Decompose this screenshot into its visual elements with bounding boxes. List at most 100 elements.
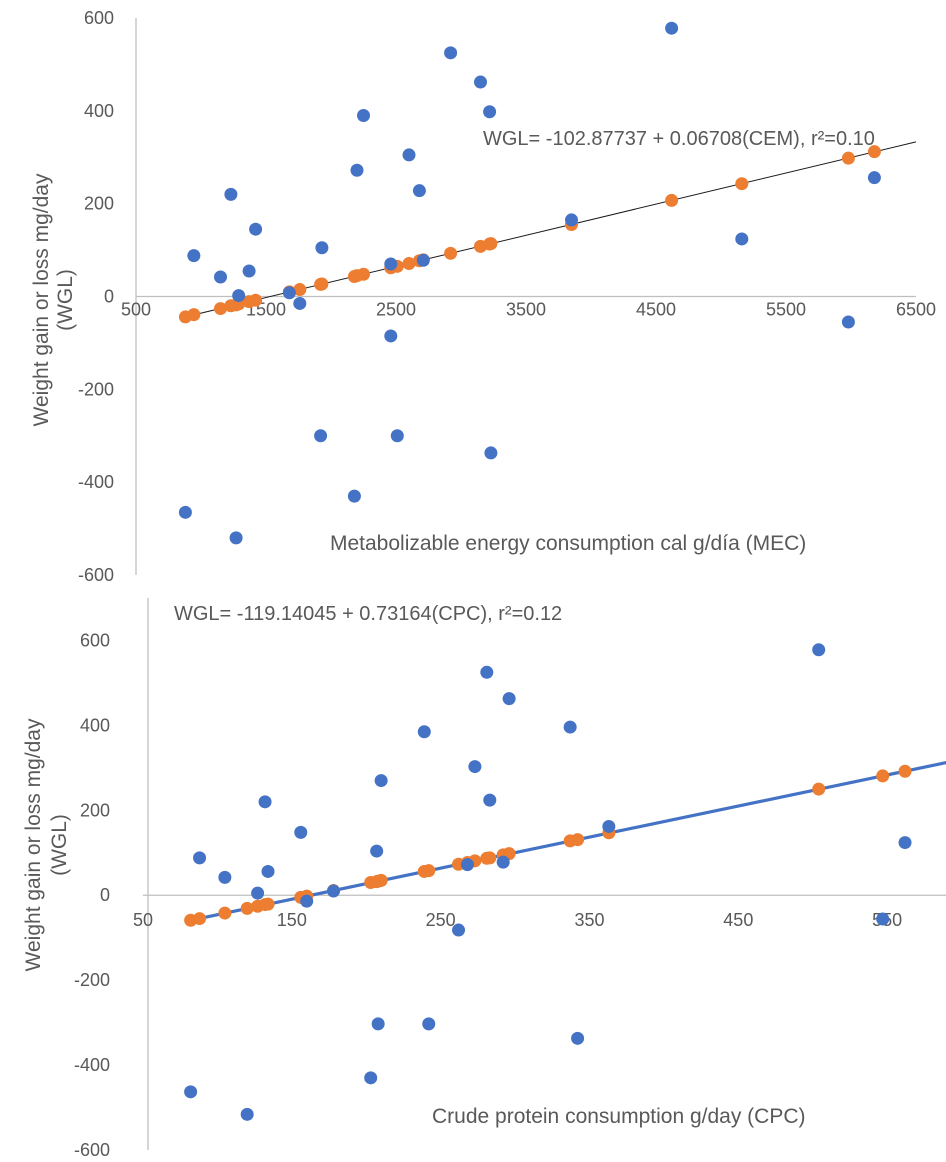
observed-point [240, 1107, 254, 1121]
observed-point [484, 446, 498, 460]
predicted-point [249, 293, 263, 307]
observed-point [735, 232, 749, 246]
observed-point [502, 692, 516, 706]
observed-point [300, 894, 314, 908]
observed-point [812, 643, 826, 657]
observed-point [347, 489, 361, 503]
trendline [185, 141, 917, 318]
observed-point [327, 884, 341, 898]
observed-point [483, 105, 497, 119]
x-tick-label: 2500 [376, 300, 416, 320]
y-tick-label: -400 [74, 1055, 110, 1075]
x-tick-label: 450 [723, 910, 753, 930]
predicted-point [571, 833, 585, 847]
predicted-point [402, 257, 416, 271]
y-tick-label: 200 [84, 194, 114, 214]
observed-point [468, 760, 482, 774]
y-tick-label: -400 [78, 472, 114, 492]
predicted-point [735, 177, 749, 191]
y-tick-label: -200 [74, 970, 110, 990]
observed-point [224, 187, 238, 201]
x-tick-label: 150 [277, 910, 307, 930]
y-tick-label: 200 [80, 800, 110, 820]
x-tick-label: 350 [574, 910, 604, 930]
observed-point [258, 795, 272, 809]
predicted-point [841, 151, 855, 165]
observed-point [384, 257, 398, 271]
observed-point [193, 851, 207, 865]
observed-point [282, 286, 296, 300]
regression-equation: WGL= -119.14045 + 0.73164(CPC), r²=0.12 [174, 603, 562, 625]
observed-point [374, 774, 388, 788]
observed-point [565, 213, 578, 227]
predicted-point [357, 267, 370, 281]
observed-point [229, 531, 243, 545]
y-tick-label: 600 [80, 630, 110, 650]
x-tick-label: 50 [133, 910, 153, 930]
predicted-point [876, 769, 890, 783]
observed-point [371, 1017, 385, 1031]
predicted-point [483, 851, 497, 865]
observed-point [602, 819, 616, 833]
observed-point [898, 836, 912, 850]
observed-point [178, 505, 192, 519]
observed-point [460, 858, 474, 872]
observed-point [402, 148, 416, 162]
y-tick-label: 0 [104, 287, 114, 307]
x-tick-label: 250 [426, 910, 456, 930]
observed-point [496, 855, 510, 869]
predicted-point [187, 308, 201, 322]
y-tick-label: 0 [100, 885, 110, 905]
observed-point [563, 720, 577, 734]
y-axis-label-line2: (WGL) [48, 814, 71, 876]
observed-point [184, 1085, 198, 1099]
predicted-point [293, 283, 307, 297]
predicted-point [867, 145, 881, 159]
observed-point [315, 241, 329, 255]
y-axis-label-line1: Weight gain or loss mg/day [22, 718, 45, 971]
observed-point [370, 844, 384, 858]
y-tick-label: 600 [84, 8, 114, 28]
observed-point [452, 923, 466, 937]
predicted-point [665, 193, 679, 207]
predicted-point [374, 873, 388, 887]
predicted-point [444, 246, 458, 260]
y-tick-label: -200 [78, 379, 114, 399]
predicted-point [812, 782, 826, 796]
y-tick-label: -600 [78, 565, 114, 585]
x-tick-label: 6500 [896, 300, 936, 320]
observed-point [357, 108, 370, 122]
observed-point [390, 429, 404, 443]
x-tick-label: 5500 [766, 300, 806, 320]
observed-point [480, 665, 494, 679]
regression-equation: WGL= -102.87737 + 0.06708(CEM), r²=0.10 [483, 128, 875, 150]
y-tick-label: 400 [80, 715, 110, 735]
observed-point [867, 171, 881, 185]
observed-point [350, 163, 364, 177]
predicted-point [484, 237, 498, 251]
y-axis-label-line1: Weight gain or loss mg/day [30, 173, 53, 426]
observed-point [384, 329, 398, 343]
x-axis-label: Crude protein consumption g/day (CPC) [432, 1105, 806, 1128]
x-axis-label: Metabolizable energy consumption cal g/d… [330, 532, 806, 555]
observed-point [214, 270, 227, 284]
observed-point [187, 249, 201, 263]
predicted-point [898, 764, 912, 778]
predicted-point [218, 906, 232, 920]
observed-point [444, 46, 458, 60]
observed-point [422, 1017, 436, 1031]
observed-point [251, 886, 265, 900]
y-tick-label: 400 [84, 101, 114, 121]
chart-energy: Weight gain or loss mg/day (WGL) Metabol… [30, 8, 936, 585]
observed-point [665, 21, 679, 35]
predicted-point [422, 864, 436, 878]
x-tick-label: 3500 [506, 300, 546, 320]
observed-point [571, 1031, 585, 1045]
observed-point [483, 793, 497, 807]
predicted-point [315, 277, 329, 291]
observed-point [218, 870, 232, 884]
observed-point [261, 864, 275, 878]
predicted-point [193, 912, 207, 926]
y-tick-label: -600 [74, 1140, 110, 1160]
observed-point [293, 296, 307, 310]
